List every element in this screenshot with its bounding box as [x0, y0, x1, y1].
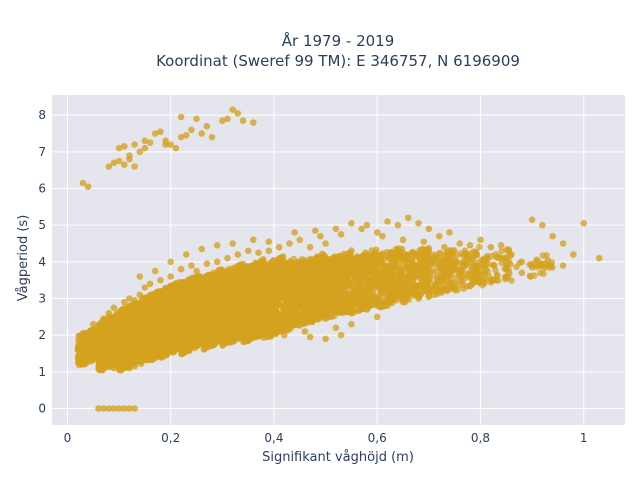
data-point	[209, 342, 216, 349]
data-point	[139, 336, 147, 344]
data-point	[231, 303, 238, 311]
data-point	[206, 278, 214, 286]
data-point	[139, 312, 146, 320]
data-point	[268, 264, 275, 271]
data-point	[104, 346, 112, 354]
data-point	[274, 297, 282, 305]
data-point	[82, 334, 90, 342]
data-point	[165, 310, 173, 317]
data-point	[274, 315, 282, 323]
data-point	[240, 294, 247, 301]
data-point	[171, 303, 178, 311]
data-point	[272, 275, 280, 283]
data-point	[260, 284, 268, 291]
data-point	[219, 314, 227, 321]
data-point	[245, 304, 252, 311]
data-point	[240, 283, 247, 291]
data-point	[260, 334, 268, 342]
data-point	[198, 303, 205, 311]
chart-title-line-2: Koordinat (Sweref 99 TM): E 346757, N 61…	[156, 52, 520, 70]
data-point	[177, 332, 185, 340]
data-point	[117, 338, 124, 345]
data-point	[124, 315, 132, 323]
data-point	[145, 331, 152, 338]
data-point	[220, 337, 227, 345]
data-point	[222, 291, 230, 298]
data-point	[203, 317, 210, 324]
data-point	[85, 358, 93, 365]
data-point	[189, 295, 197, 303]
data-points	[74, 106, 603, 412]
data-point	[248, 313, 255, 320]
data-point	[99, 342, 106, 350]
data-point	[247, 287, 255, 295]
data-point	[167, 333, 175, 340]
data-point	[123, 305, 131, 313]
data-point	[118, 307, 125, 314]
data-point	[96, 320, 103, 328]
data-point	[159, 339, 166, 347]
data-point	[117, 354, 124, 362]
data-point	[127, 330, 134, 337]
data-point	[229, 290, 237, 298]
data-point	[80, 358, 88, 365]
data-point	[130, 308, 138, 316]
data-point	[121, 333, 129, 341]
data-point	[209, 299, 216, 307]
data-point	[122, 350, 130, 357]
data-point	[228, 316, 235, 324]
data-point	[203, 295, 211, 303]
data-point	[241, 337, 248, 344]
data-point	[131, 353, 139, 360]
data-point	[178, 294, 186, 302]
data-point	[165, 340, 173, 348]
data-point	[187, 281, 195, 289]
data-point	[202, 272, 210, 280]
data-point	[178, 282, 185, 290]
data-point	[179, 342, 187, 350]
data-point	[275, 287, 282, 295]
data-point	[261, 261, 269, 269]
data-point	[139, 345, 146, 353]
data-point	[267, 281, 274, 289]
data-point	[263, 296, 271, 304]
data-point	[259, 255, 267, 263]
data-point	[242, 278, 249, 285]
data-point	[240, 271, 248, 279]
data-point	[121, 324, 129, 332]
data-point	[268, 304, 275, 311]
data-point	[253, 287, 261, 295]
data-point	[224, 322, 231, 330]
data-point	[76, 361, 83, 369]
data-point	[248, 332, 256, 340]
data-point	[251, 319, 258, 326]
data-point	[129, 324, 137, 332]
data-point	[117, 318, 124, 326]
data-point	[162, 299, 169, 306]
data-point	[167, 320, 175, 328]
data-point	[179, 350, 186, 358]
data-point	[157, 323, 164, 331]
data-point	[181, 306, 189, 313]
data-point	[108, 324, 115, 332]
data-point	[190, 312, 197, 320]
chart-title-line-1: År 1979 - 2019	[282, 31, 395, 50]
data-point	[101, 327, 109, 334]
data-point	[225, 280, 232, 287]
data-point	[142, 303, 149, 310]
data-point	[273, 257, 281, 264]
data-point	[120, 344, 128, 351]
data-point	[109, 335, 116, 343]
data-point	[181, 323, 188, 331]
data-point	[146, 320, 154, 328]
